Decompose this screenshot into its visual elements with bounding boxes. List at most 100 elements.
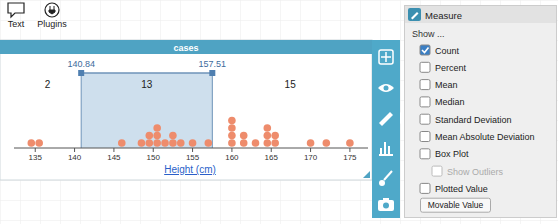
x-tick: [192, 148, 193, 152]
option[interactable]: Median: [420, 97, 465, 108]
dot[interactable]: [153, 132, 161, 140]
dot[interactable]: [264, 124, 272, 132]
icon: [378, 84, 394, 92]
title-bar: [0, 40, 372, 54]
dot[interactable]: [228, 139, 236, 147]
movable-handle[interactable]: [78, 70, 84, 76]
movable-line[interactable]: [81, 73, 82, 148]
dot[interactable]: [169, 139, 177, 147]
pencil-icon: [411, 12, 419, 20]
dot[interactable]: [161, 139, 169, 147]
plugin-icon: [49, 6, 55, 14]
checkbox: [420, 114, 430, 124]
option[interactable]: Standard Deviation: [420, 114, 512, 125]
movable-region: [81, 73, 212, 148]
dot[interactable]: [146, 132, 154, 140]
icon: [383, 198, 389, 201]
dot[interactable]: [323, 139, 331, 147]
icon: [379, 142, 393, 155]
movable-value-button[interactable]: [421, 198, 491, 212]
x-axis-label[interactable]: Height (cm): [164, 164, 216, 175]
icon: [383, 203, 389, 209]
tool-button[interactable]: [379, 112, 407, 126]
x-tick-label: 170: [304, 153, 318, 162]
x-tick-label: 155: [186, 153, 200, 162]
dot[interactable]: [346, 139, 354, 147]
dot[interactable]: [146, 139, 154, 147]
dot[interactable]: [228, 124, 236, 132]
checkbox: [432, 166, 442, 176]
resize-corner[interactable]: [363, 171, 370, 178]
movable-label: 140.84: [67, 59, 95, 69]
tool-button[interactable]: [378, 84, 394, 92]
option-label: Plotted Value: [435, 184, 488, 194]
dot[interactable]: [307, 139, 315, 147]
x-tick-label: 140: [68, 153, 82, 162]
option-label: Count: [435, 46, 460, 56]
movable-top: [81, 72, 212, 74]
checkmark: [422, 48, 429, 53]
option[interactable]: Mean: [420, 80, 458, 91]
plot-area: [28, 73, 354, 148]
x-axis: [14, 148, 368, 149]
count-label: 13: [141, 79, 153, 90]
workspace: [0, 0, 558, 224]
checkbox: [420, 45, 430, 55]
option[interactable]: Box Plot: [420, 149, 469, 160]
checkbox: [420, 80, 430, 90]
dot[interactable]: [153, 139, 161, 147]
dot[interactable]: [28, 139, 36, 147]
checkbox: [420, 183, 430, 193]
x-tick: [349, 148, 350, 152]
dot[interactable]: [240, 139, 248, 147]
option[interactable]: Percent: [420, 62, 467, 73]
option[interactable]: Mean Absolute Deviation: [420, 132, 535, 143]
dot[interactable]: [138, 139, 146, 147]
panel-subtitle: Show ...: [412, 29, 445, 39]
plugin-icon: [45, 3, 59, 17]
toolbar-label: Plugins: [37, 19, 67, 29]
dot[interactable]: [252, 139, 260, 147]
icon: [379, 112, 393, 126]
tool-button[interactable]: [379, 50, 393, 64]
tool-strip: [372, 40, 400, 218]
option[interactable]: Plotted Value: [420, 183, 488, 194]
option: Show Outliers: [432, 166, 504, 177]
movable-handle[interactable]: [209, 70, 215, 76]
dot[interactable]: [153, 124, 161, 132]
checkbox: [420, 62, 430, 72]
button-label: Movable Value: [428, 200, 484, 210]
dot[interactable]: [264, 139, 272, 147]
text-icon: [8, 3, 24, 17]
dot[interactable]: [169, 132, 177, 140]
option[interactable]: Count: [420, 45, 460, 56]
graph-frame: [0, 40, 372, 180]
icon: [379, 180, 385, 186]
dot[interactable]: [240, 132, 248, 140]
dot[interactable]: [205, 139, 213, 147]
tool-button[interactable]: [379, 142, 393, 155]
dot[interactable]: [228, 132, 236, 140]
dot[interactable]: [189, 139, 197, 147]
page: TextPluginscases140.84157.51213151351401…: [0, 0, 558, 224]
dot[interactable]: [228, 117, 236, 125]
tool-button[interactable]: [379, 171, 392, 186]
toolbar-button[interactable]: Plugins: [37, 3, 67, 29]
dot[interactable]: [264, 132, 272, 140]
toolbar-button[interactable]: Text: [8, 3, 25, 29]
dot[interactable]: [177, 139, 185, 147]
x-tick-label: 160: [225, 153, 239, 162]
dot[interactable]: [271, 132, 279, 140]
movable-label: 157.51: [199, 59, 227, 69]
checkbox: [420, 97, 430, 107]
icon: [381, 52, 391, 62]
dot[interactable]: [118, 139, 126, 147]
tool-button[interactable]: [378, 198, 394, 211]
dot[interactable]: [271, 139, 279, 147]
measure-panel: [405, 6, 557, 218]
dot[interactable]: [35, 139, 43, 147]
checkbox: [420, 149, 430, 159]
movable-line[interactable]: [212, 73, 213, 148]
x-tick-label: 165: [265, 153, 279, 162]
icon: [378, 200, 394, 211]
